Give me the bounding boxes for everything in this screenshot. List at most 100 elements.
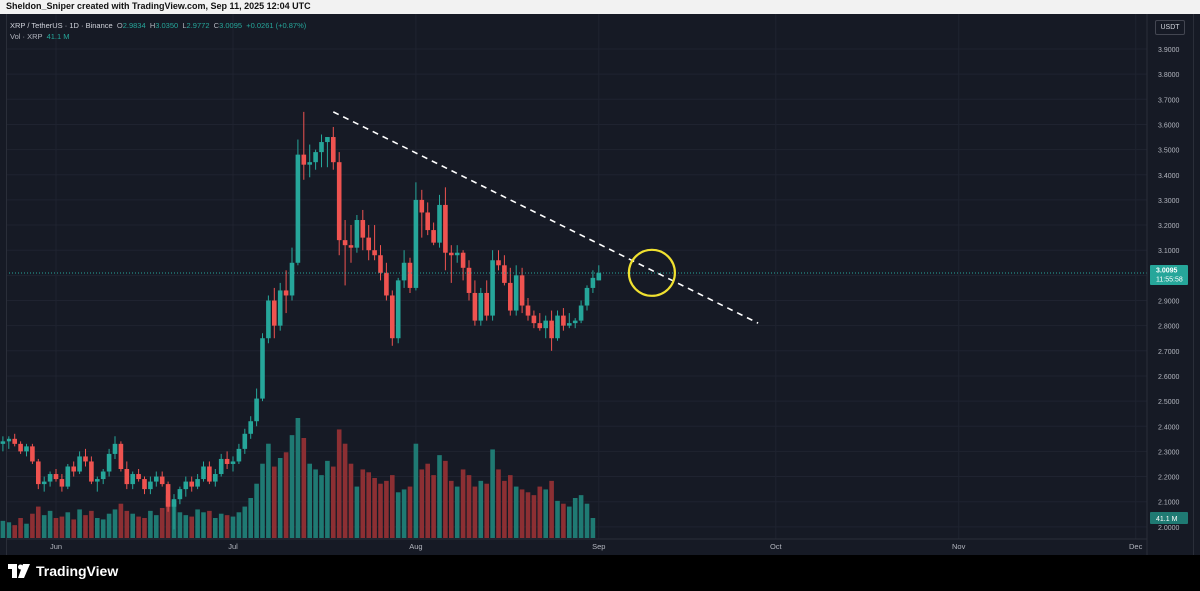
candle[interactable] xyxy=(41,476,47,492)
candle[interactable] xyxy=(567,313,572,329)
candle[interactable] xyxy=(30,443,35,464)
candle[interactable] xyxy=(295,139,301,266)
currency-button[interactable]: USDT xyxy=(1155,20,1185,35)
candle[interactable] xyxy=(65,463,71,490)
candle[interactable] xyxy=(218,453,224,477)
candle[interactable] xyxy=(183,476,189,497)
candle[interactable] xyxy=(112,436,118,459)
candle[interactable] xyxy=(384,262,389,301)
candle[interactable] xyxy=(372,225,377,261)
candle[interactable] xyxy=(236,443,242,464)
candle[interactable] xyxy=(0,436,6,452)
candle[interactable] xyxy=(549,310,554,351)
candle[interactable] xyxy=(301,111,307,180)
chart-area[interactable]: 3.9000 3.8000 3.7000 3.6000 3.5000 3.4000 3.30… xyxy=(0,14,1200,555)
price-chart[interactable]: 3.9000 3.8000 3.7000 3.6000 3.5000 3.4000 3.30… xyxy=(0,14,1200,555)
candle[interactable] xyxy=(106,448,112,477)
candle[interactable] xyxy=(142,476,147,495)
candle[interactable] xyxy=(401,250,407,288)
candle[interactable] xyxy=(100,469,106,485)
candle[interactable] xyxy=(502,255,507,286)
candle[interactable] xyxy=(124,461,130,490)
candle[interactable] xyxy=(118,441,124,472)
volume-label[interactable]: Vol · XRP xyxy=(10,32,43,41)
candle[interactable] xyxy=(71,461,76,477)
candle[interactable] xyxy=(130,471,135,490)
candle[interactable] xyxy=(248,416,253,439)
candle[interactable] xyxy=(572,318,578,329)
candle[interactable] xyxy=(395,277,401,344)
candle[interactable] xyxy=(201,461,206,482)
candle[interactable] xyxy=(207,461,212,485)
candle[interactable] xyxy=(578,300,584,324)
candle[interactable] xyxy=(242,428,248,454)
candle[interactable] xyxy=(77,451,82,475)
tradingview-brand[interactable]: TradingView xyxy=(8,563,118,579)
candle[interactable] xyxy=(460,250,466,281)
candle[interactable] xyxy=(478,287,484,326)
candle[interactable] xyxy=(531,310,537,329)
candle[interactable] xyxy=(6,436,12,449)
candle[interactable] xyxy=(519,267,525,314)
candle[interactable] xyxy=(555,310,560,341)
candle[interactable] xyxy=(490,250,495,321)
candle[interactable] xyxy=(366,225,371,261)
candle[interactable] xyxy=(378,245,383,281)
candle[interactable] xyxy=(348,225,354,263)
candle[interactable] xyxy=(443,187,448,271)
candle[interactable] xyxy=(12,433,17,447)
candle[interactable] xyxy=(466,260,472,301)
candle[interactable] xyxy=(189,476,194,492)
candle[interactable] xyxy=(496,250,501,271)
candle[interactable] xyxy=(319,134,324,168)
candle[interactable] xyxy=(195,474,200,490)
series-legend[interactable]: XRP / TetherUS · 1D · Binance O2.9834 H3… xyxy=(10,20,306,42)
resistance-trendline[interactable] xyxy=(332,111,759,324)
candle[interactable] xyxy=(24,443,29,457)
candle[interactable] xyxy=(177,486,183,505)
candle[interactable] xyxy=(266,295,271,344)
candle[interactable] xyxy=(431,222,436,246)
candle[interactable] xyxy=(407,257,413,293)
candle[interactable] xyxy=(336,152,342,256)
candle[interactable] xyxy=(136,469,141,482)
candle[interactable] xyxy=(277,282,283,331)
candle[interactable] xyxy=(419,189,425,238)
candle[interactable] xyxy=(95,476,100,492)
candle[interactable] xyxy=(354,214,360,253)
candle[interactable] xyxy=(390,290,395,346)
candle[interactable] xyxy=(537,313,543,331)
candle[interactable] xyxy=(154,471,159,487)
symbol-label[interactable]: XRP / TetherUS · 1D · Binance xyxy=(10,21,113,30)
candle[interactable] xyxy=(18,441,23,454)
candle[interactable] xyxy=(425,202,430,236)
highlight-circle[interactable] xyxy=(627,248,677,297)
candle[interactable] xyxy=(472,280,478,326)
candle[interactable] xyxy=(590,270,596,293)
candle[interactable] xyxy=(230,456,236,472)
candle[interactable] xyxy=(325,137,330,168)
candle[interactable] xyxy=(454,245,460,263)
candle[interactable] xyxy=(307,144,312,178)
candle[interactable] xyxy=(360,209,366,251)
candle[interactable] xyxy=(272,287,277,339)
candle[interactable] xyxy=(413,182,419,291)
candle[interactable] xyxy=(36,458,41,490)
candle[interactable] xyxy=(543,315,548,339)
candle[interactable] xyxy=(437,194,442,248)
candle[interactable] xyxy=(508,267,513,316)
candle[interactable] xyxy=(254,388,259,427)
candle[interactable] xyxy=(584,285,590,311)
candle[interactable] xyxy=(289,247,295,301)
candle[interactable] xyxy=(53,469,59,482)
candle[interactable] xyxy=(513,265,519,316)
candle[interactable] xyxy=(283,270,289,314)
candle[interactable] xyxy=(260,333,265,402)
candle[interactable] xyxy=(484,280,489,321)
candle[interactable] xyxy=(47,471,53,487)
candle[interactable] xyxy=(83,448,88,467)
candle[interactable] xyxy=(596,265,602,281)
candle[interactable] xyxy=(171,494,177,530)
candle[interactable] xyxy=(89,456,94,485)
candle[interactable] xyxy=(159,471,165,487)
